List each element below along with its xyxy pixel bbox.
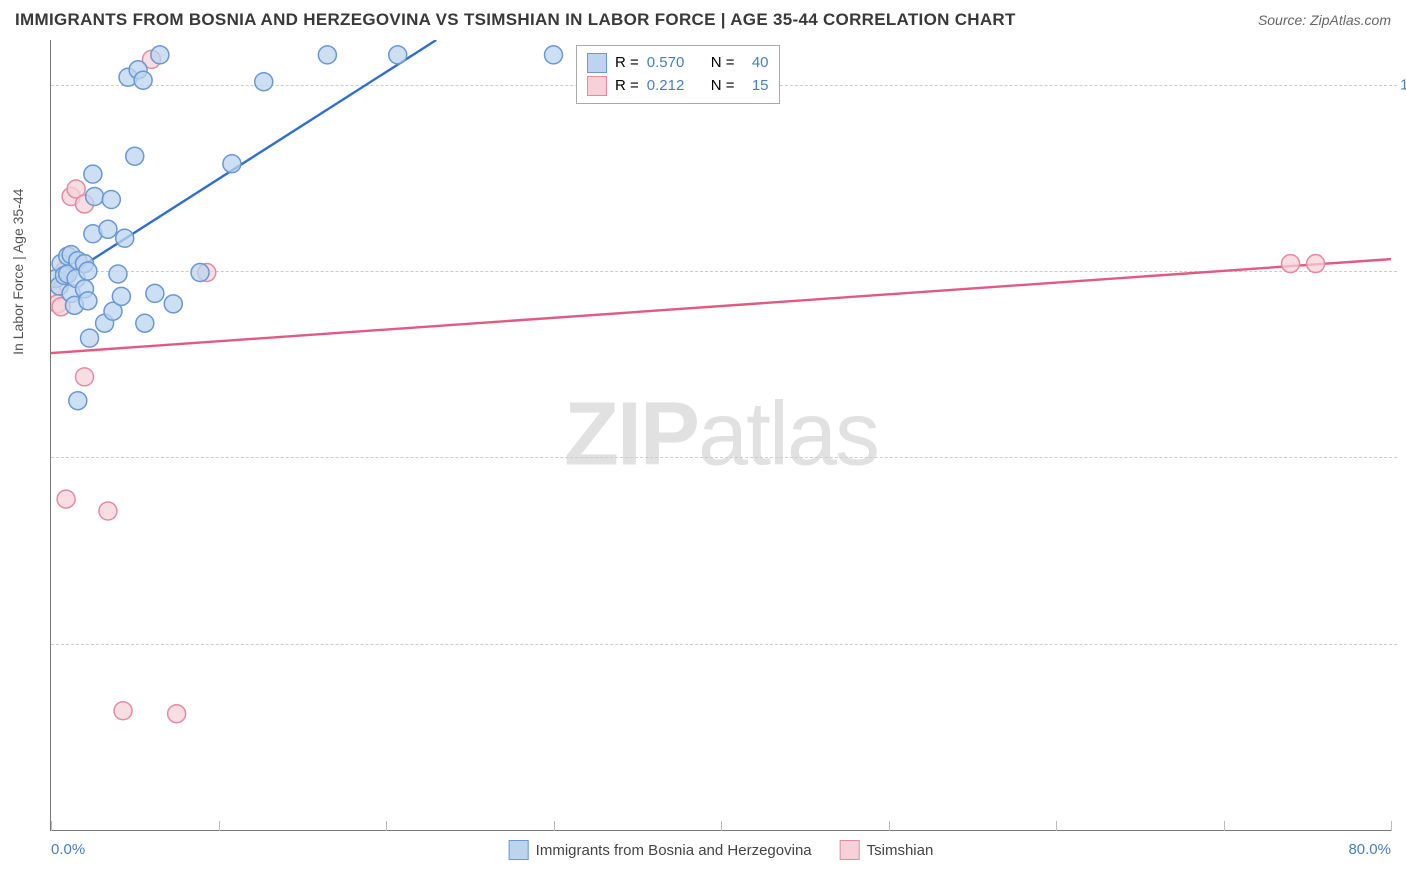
data-point <box>86 188 104 206</box>
data-point <box>318 46 336 64</box>
x-tick <box>1391 821 1392 831</box>
title-bar: IMMIGRANTS FROM BOSNIA AND HERZEGOVINA V… <box>15 10 1391 30</box>
legend-r-label: R = <box>615 75 639 98</box>
data-point <box>136 314 154 332</box>
data-point <box>146 284 164 302</box>
legend-swatch <box>587 53 607 73</box>
trend-line <box>51 259 1391 353</box>
data-point <box>255 73 273 91</box>
data-point <box>84 165 102 183</box>
legend-swatch <box>587 76 607 96</box>
trend-line <box>51 40 436 286</box>
data-point <box>114 702 132 720</box>
data-point <box>81 329 99 347</box>
data-point <box>134 71 152 89</box>
data-point <box>223 155 241 173</box>
y-tick-label: 100.0% <box>1396 76 1406 93</box>
chart-svg <box>51 40 1391 830</box>
chart-title: IMMIGRANTS FROM BOSNIA AND HERZEGOVINA V… <box>15 10 1016 30</box>
data-point <box>109 265 127 283</box>
x-tick-label: 80.0% <box>1348 841 1391 858</box>
data-point <box>116 229 134 247</box>
data-point <box>164 295 182 313</box>
legend-series-label: Tsimshian <box>867 842 934 859</box>
data-point <box>545 46 563 64</box>
legend-swatch <box>509 840 529 860</box>
data-point <box>1282 255 1300 273</box>
data-point <box>99 502 117 520</box>
data-point <box>79 292 97 310</box>
data-point <box>76 368 94 386</box>
plot-area: ZIPatlas 62.5%75.0%87.5%100.0%0.0%80.0% … <box>50 40 1391 831</box>
legend-r-value: 0.212 <box>647 75 693 98</box>
legend-correlation-box: R = 0.570 N = 40 R = 0.212 N = 15 <box>576 45 780 104</box>
legend-series-item: Immigrants from Bosnia and Herzegovina <box>509 840 812 860</box>
source-credit: Source: ZipAtlas.com <box>1258 12 1391 28</box>
y-tick-label: 75.0% <box>1396 449 1406 466</box>
y-axis-label: In Labor Force | Age 35-44 <box>10 189 26 355</box>
legend-n-label: N = <box>711 52 735 75</box>
data-point <box>69 392 87 410</box>
data-point <box>57 490 75 508</box>
y-tick-label: 62.5% <box>1396 635 1406 652</box>
data-point <box>99 220 117 238</box>
data-point <box>389 46 407 64</box>
x-tick-label: 0.0% <box>51 841 85 858</box>
data-point <box>126 147 144 165</box>
source-prefix: Source: <box>1258 12 1310 28</box>
legend-series-item: Tsimshian <box>840 840 934 860</box>
data-point <box>168 705 186 723</box>
data-point <box>79 262 97 280</box>
data-point <box>191 264 209 282</box>
legend-swatch <box>840 840 860 860</box>
y-tick-label: 87.5% <box>1396 263 1406 280</box>
legend-correlation-row: R = 0.570 N = 40 <box>587 52 769 75</box>
data-point <box>102 190 120 208</box>
legend-series-label: Immigrants from Bosnia and Herzegovina <box>536 842 812 859</box>
legend-n-value: 15 <box>743 75 769 98</box>
legend-r-value: 0.570 <box>647 52 693 75</box>
legend-n-label: N = <box>711 75 735 98</box>
source-name: ZipAtlas.com <box>1310 12 1391 28</box>
legend-series: Immigrants from Bosnia and Herzegovina T… <box>509 840 934 860</box>
data-point <box>151 46 169 64</box>
legend-correlation-row: R = 0.212 N = 15 <box>587 75 769 98</box>
data-point <box>112 287 130 305</box>
data-point <box>1307 255 1325 273</box>
legend-r-label: R = <box>615 52 639 75</box>
legend-n-value: 40 <box>743 52 769 75</box>
